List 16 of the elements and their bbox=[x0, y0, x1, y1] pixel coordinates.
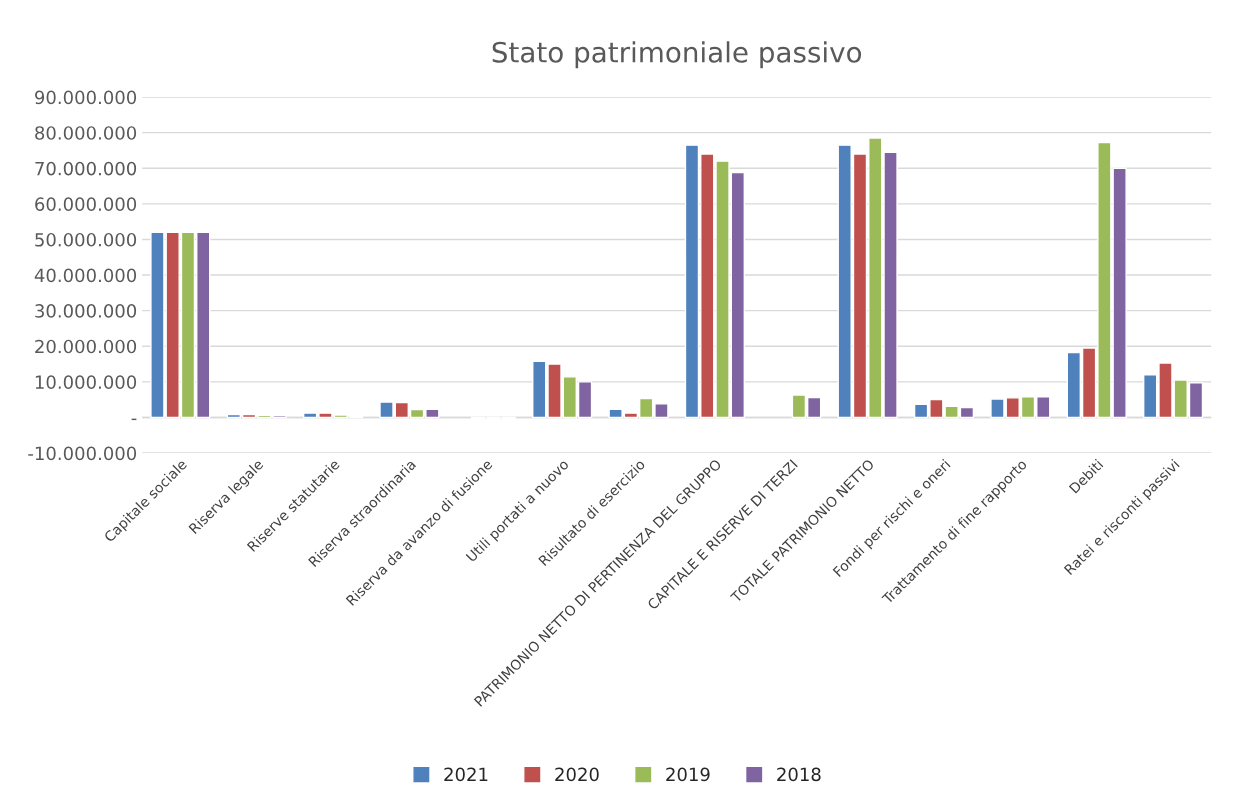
y-tick-label: 10.000.000 bbox=[35, 375, 137, 389]
legend-label: 2019 bbox=[666, 767, 710, 782]
y-tick-label: 50.000.000 bbox=[35, 232, 137, 247]
y-tick-label: 80.000.000 bbox=[35, 126, 137, 140]
y-tick-label: 60.000.000 bbox=[35, 197, 137, 211]
y-tick-label: 40.000.000 bbox=[34, 268, 137, 283]
y-tick-label: - bbox=[131, 418, 137, 421]
y-tick-label: 30.000.000 bbox=[35, 304, 137, 318]
legend-label: 2018 bbox=[777, 767, 821, 782]
y-tick-label: 70.000.000 bbox=[35, 161, 137, 176]
y-tick-label: -10.000.000 bbox=[28, 446, 137, 461]
legend-label: 2021 bbox=[444, 767, 488, 782]
chart-title: Stato patrimoniale passivo bbox=[492, 41, 862, 69]
legend-label: 2020 bbox=[555, 767, 599, 782]
y-tick-label: 90.000.000 bbox=[35, 90, 137, 105]
y-tick-label: 20.000.000 bbox=[35, 339, 137, 354]
